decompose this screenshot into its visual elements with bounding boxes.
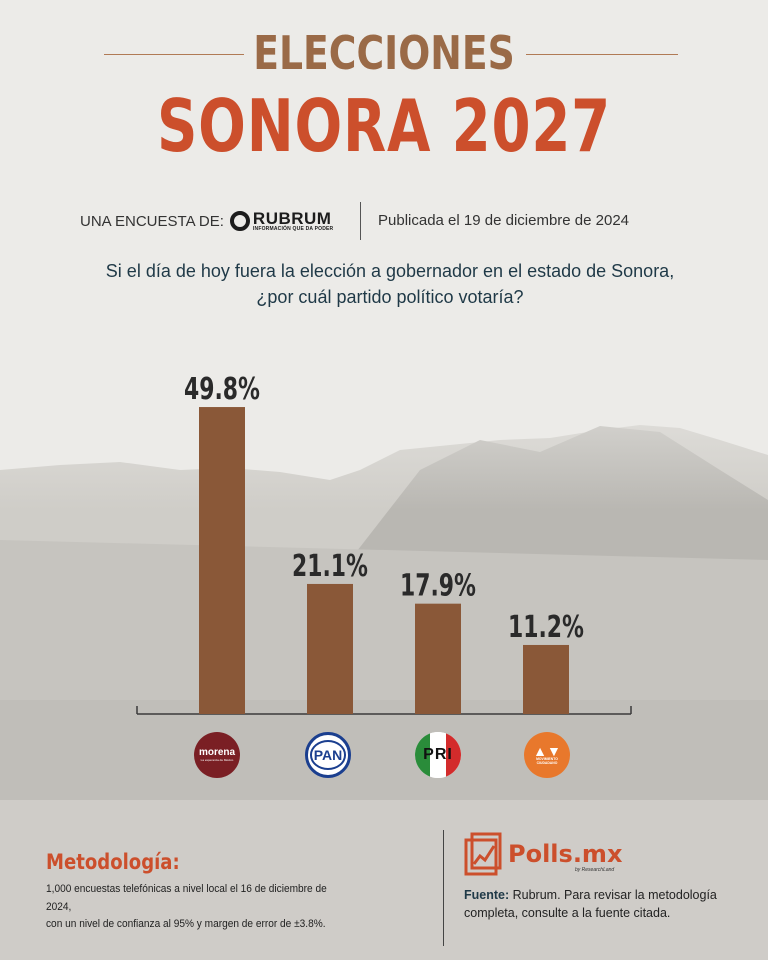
bar-morena xyxy=(199,407,245,714)
question-line-2: ¿por cuál partido político votaría? xyxy=(256,287,524,308)
mc-logo-line1: MOVIMIENTO xyxy=(536,757,558,762)
methodology-line-1: 1,000 encuestas telefónicas a nivel loca… xyxy=(46,883,327,913)
byline: UNA ENCUESTA DE: RUBRUM INFORMACIÓN QUE … xyxy=(80,206,333,236)
polls-mx-logo: Polls.mx xyxy=(464,832,622,876)
polls-chart-icon xyxy=(464,832,502,876)
rubrum-name: RUBRUM xyxy=(252,209,332,228)
pan-logo: PAN xyxy=(305,732,351,778)
bar-value-label: 17.9% xyxy=(400,569,476,604)
source-note: Fuente: Rubrum. Para revisar la metodolo… xyxy=(464,886,734,922)
morena-logo: morena La esperanza de México xyxy=(194,732,240,778)
question-line-1: Si el día de hoy fuera la elección a gob… xyxy=(105,261,675,281)
bar-movimiento-ciudadano xyxy=(523,644,569,714)
movimiento-ciudadano-logo: ▲▼ MOVIMIENTO CIUDADANO xyxy=(524,732,570,778)
methodology-line-2: con un nivel de confianza al 95% y marge… xyxy=(46,918,326,931)
bar-value-label: 11.2% xyxy=(508,610,584,645)
title-sonora-2027: SONORA 2027 xyxy=(156,84,612,168)
pri-logo: PRI xyxy=(415,732,461,778)
pri-logo-text: PRI xyxy=(423,746,453,763)
byline-divider xyxy=(360,202,361,240)
polls-mx-name: Polls.mx xyxy=(508,840,623,868)
methodology-text: 1,000 encuestas telefónicas a nivel loca… xyxy=(46,881,350,934)
rubrum-ring-icon xyxy=(229,211,250,231)
rubrum-logo: RUBRUM INFORMACIÓN QUE DA PODER xyxy=(229,209,334,232)
title-elecciones: ELECCIONES xyxy=(253,26,515,80)
methodology-title: Metodología: xyxy=(46,850,180,874)
bar-value-label: 21.1% xyxy=(292,549,368,584)
mc-logo-line2: CIUDADANO xyxy=(536,761,558,765)
source-label: Fuente: xyxy=(464,888,510,902)
morena-logo-tagline: La esperanza de México xyxy=(200,758,234,762)
pan-logo-text: PAN xyxy=(309,740,347,770)
survey-question: Si el día de hoy fuera la elección a gob… xyxy=(40,258,740,310)
bar-pan xyxy=(307,583,353,714)
published-date: Publicada el 19 de diciembre de 2024 xyxy=(378,212,630,229)
source-text: Rubrum. Para revisar la metodología comp… xyxy=(464,888,717,921)
footer-divider xyxy=(443,830,444,946)
title-rule-left xyxy=(104,54,244,55)
byline-prefix: UNA ENCUESTA DE: xyxy=(80,212,224,230)
bird-icon: ▲▼ xyxy=(533,743,561,760)
morena-logo-name: morena xyxy=(198,747,236,758)
title-rule-right xyxy=(526,54,678,55)
polls-mx-sub: by ResearchLand xyxy=(575,867,615,873)
bar-value-label: 49.8% xyxy=(184,372,260,407)
bar-pri xyxy=(415,603,461,714)
rubrum-tagline: INFORMACIÓN QUE DA PODER xyxy=(252,226,334,232)
